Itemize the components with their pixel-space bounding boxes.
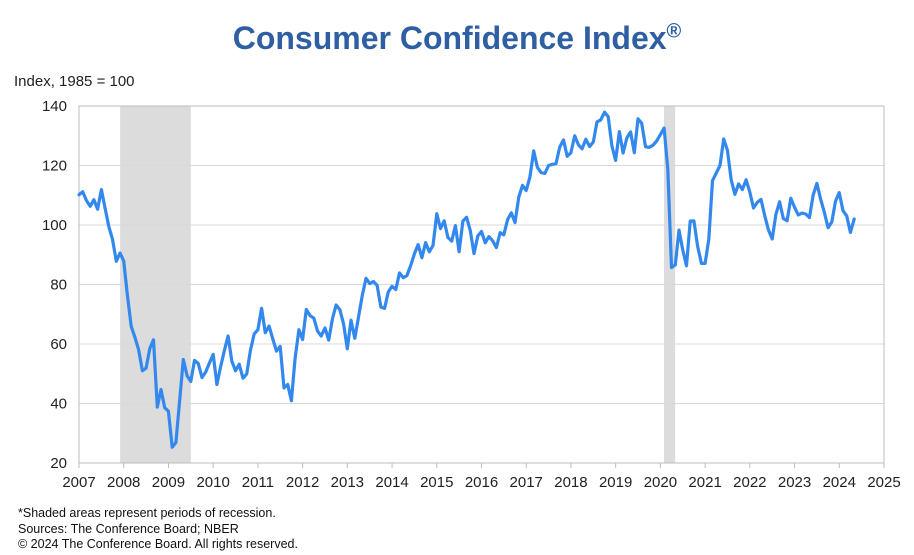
x-tick-label: 2024 [823,474,856,491]
footnotes: *Shaded areas represent periods of reces… [18,506,298,553]
x-tick-label: 2022 [733,474,766,491]
x-tick-label: 2019 [599,474,632,491]
y-tick-label: 60 [50,336,67,353]
y-tick-label: 40 [50,396,67,413]
y-tick-label: 20 [50,455,67,472]
sources-note: Sources: The Conference Board; NBER [18,521,239,536]
copyright-note: © 2024 The Conference Board. All rights … [18,537,298,551]
y-tick-label: 100 [42,217,67,234]
chart-title: Consumer Confidence Index® [232,20,682,56]
x-tick-label: 2018 [554,474,587,491]
y-tick-label: 80 [50,277,67,294]
y-tick-label: 140 [42,98,67,115]
x-tick-label: 2020 [644,474,677,491]
series-layer [77,110,856,449]
x-tick-label: 2023 [778,474,811,491]
x-tick-label: 2011 [242,474,274,491]
y-tick-label: 120 [42,158,67,175]
x-tick-label: 2015 [420,474,453,491]
y-axis: 20 40 60 80 100 120 140 [42,98,67,472]
x-tick-label: 2016 [465,474,498,491]
x-tick-label: 2013 [331,474,364,491]
recession-note: *Shaded areas represent periods of reces… [18,506,276,520]
x-tick-label: 2025 [867,474,900,491]
registered-mark: ® [666,20,682,43]
x-tick-label: 2008 [107,474,140,491]
x-tick-label: 2012 [286,474,319,491]
x-axis: 2007 2008 2009 2010 2011 2012 2013 2014 2015 2016… [62,463,901,491]
x-tick-label: 2017 [510,474,543,491]
x-tick-label: 2009 [152,474,185,491]
y-axis-label: Index, 1985 = 100 [14,73,135,90]
x-tick-label: 2007 [62,474,95,491]
gridlines [79,165,884,404]
x-tick-label: 2021 [688,474,721,491]
series-line-1 [77,110,856,449]
x-tick-label: 2014 [375,474,408,491]
x-tick-label: 2010 [196,474,229,491]
